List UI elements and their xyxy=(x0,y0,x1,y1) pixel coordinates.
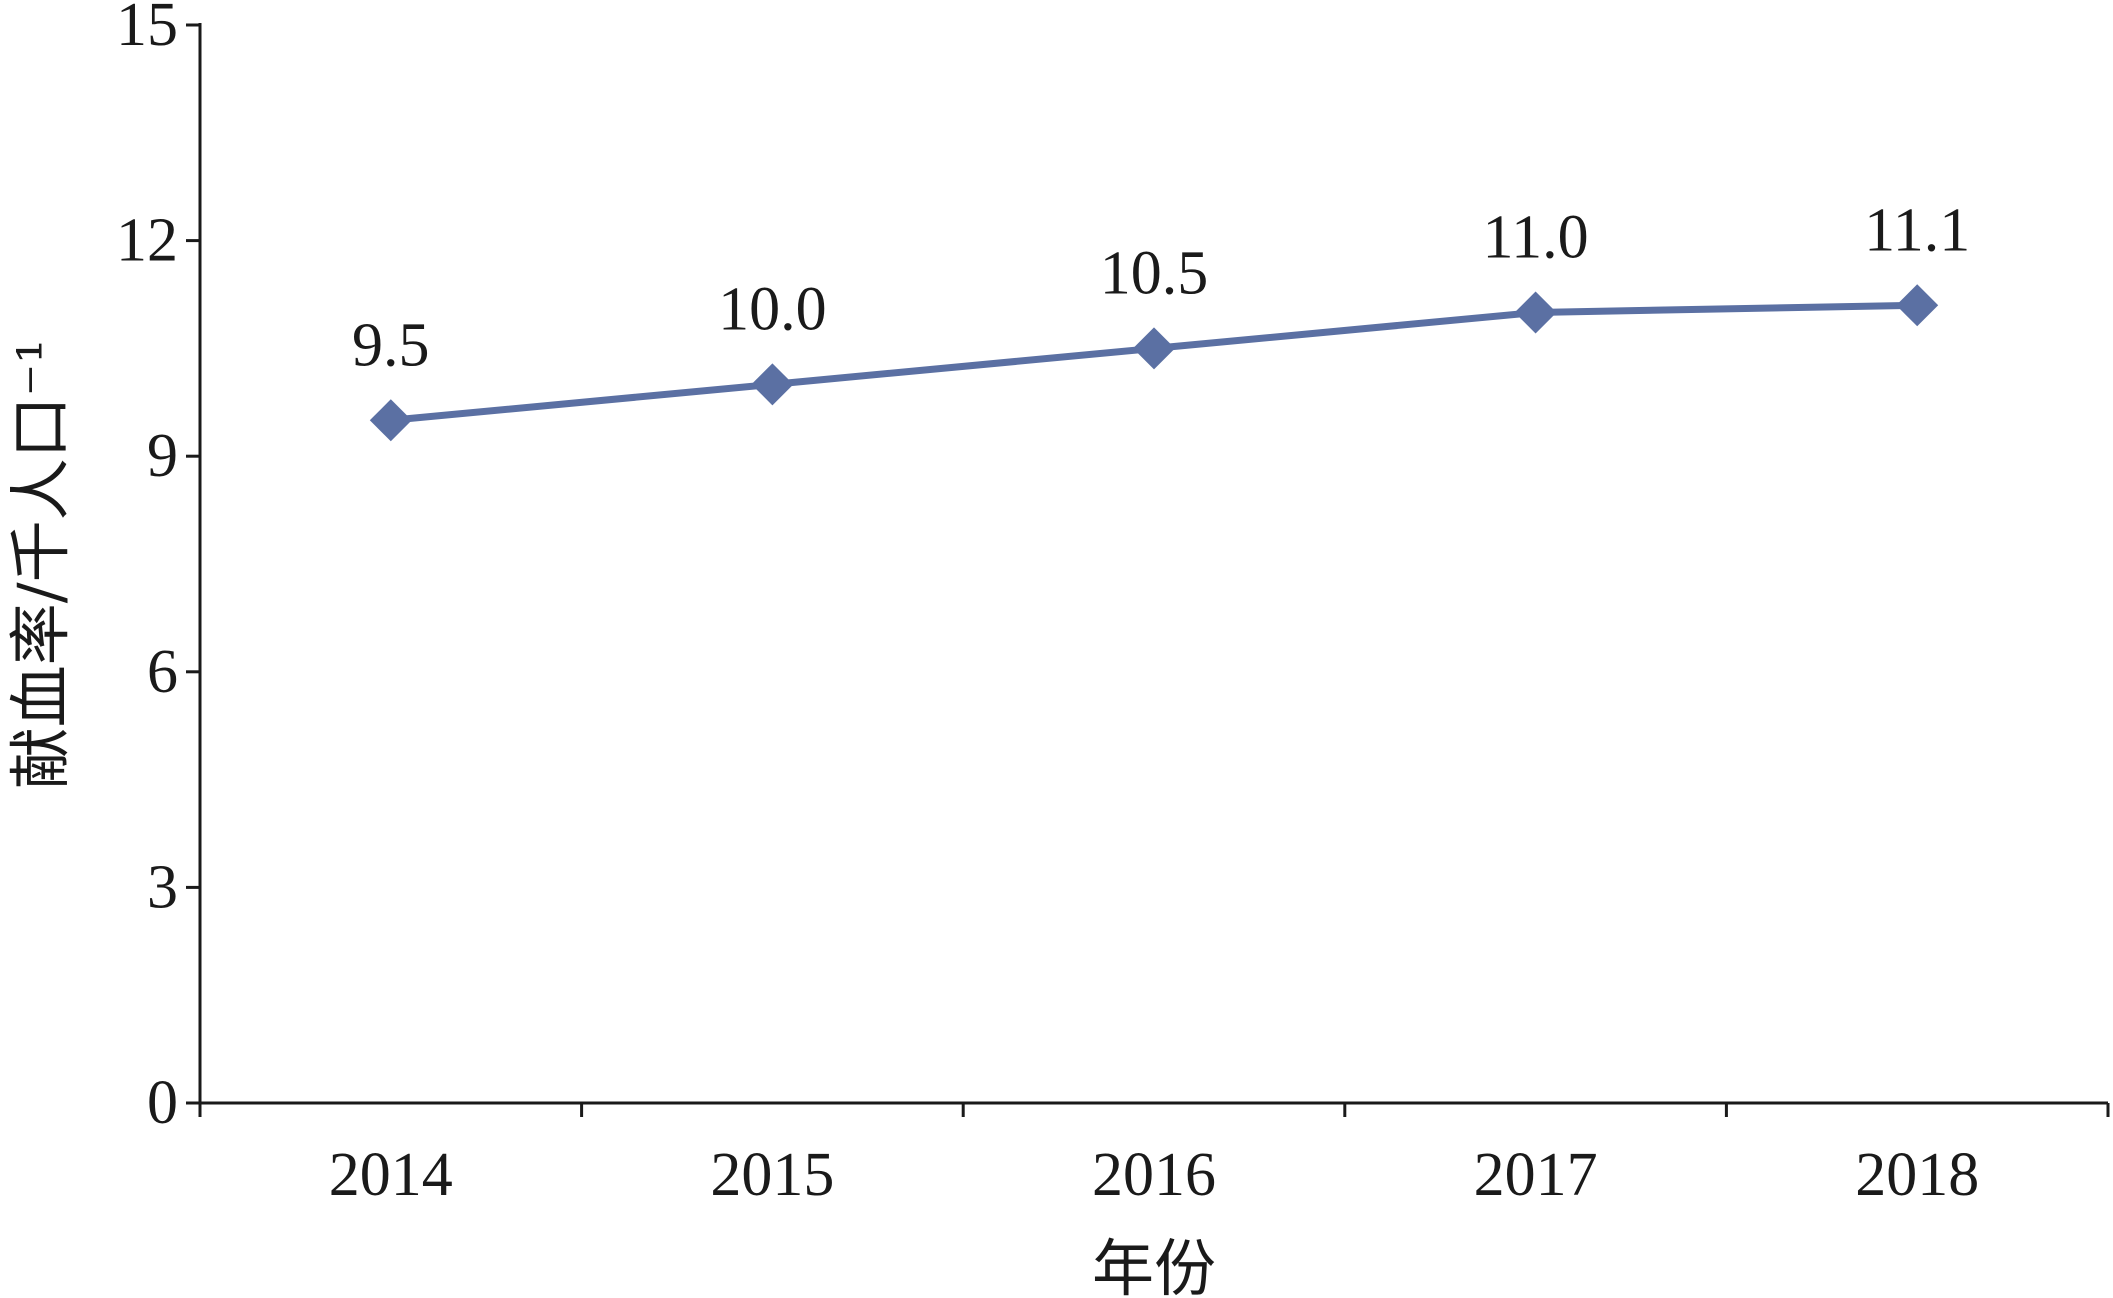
data-label: 11.1 xyxy=(1864,196,1970,264)
y-tick-label: 3 xyxy=(147,853,178,921)
data-label: 10.0 xyxy=(718,275,827,343)
data-point-marker xyxy=(1514,291,1557,334)
data-point-marker xyxy=(1896,284,1939,327)
y-axis-title: 献血率/千人口⁻¹ xyxy=(4,339,77,789)
data-label: 11.0 xyxy=(1482,203,1588,271)
data-point-marker xyxy=(751,363,794,406)
data-label: 9.5 xyxy=(352,311,430,379)
y-tick-label: 0 xyxy=(147,1069,178,1137)
y-tick-label: 9 xyxy=(147,422,178,490)
x-tick-label: 2017 xyxy=(1474,1141,1598,1209)
ticks: 0 3 6 9 12 15 2014 2015 2016 2017 2018 xyxy=(116,0,2110,1209)
data-point-marker xyxy=(369,399,412,442)
data-label: 10.5 xyxy=(1100,239,1209,307)
data-point-marker xyxy=(1133,327,1175,370)
x-tick-label: 2014 xyxy=(329,1141,453,1209)
x-axis-title: 年份 xyxy=(1092,1232,1216,1298)
x-tick-label: 2015 xyxy=(710,1141,834,1209)
x-tick-label: 2018 xyxy=(1855,1141,1979,1209)
axes xyxy=(198,23,2108,1105)
labels: 9.5 10.0 10.5 11.0 11.1 xyxy=(352,196,1970,379)
series xyxy=(369,284,1939,442)
y-tick-label: 6 xyxy=(147,638,178,706)
y-tick-label: 12 xyxy=(116,207,178,275)
y-tick-label: 15 xyxy=(116,0,178,59)
x-tick-label: 2016 xyxy=(1092,1141,1216,1209)
